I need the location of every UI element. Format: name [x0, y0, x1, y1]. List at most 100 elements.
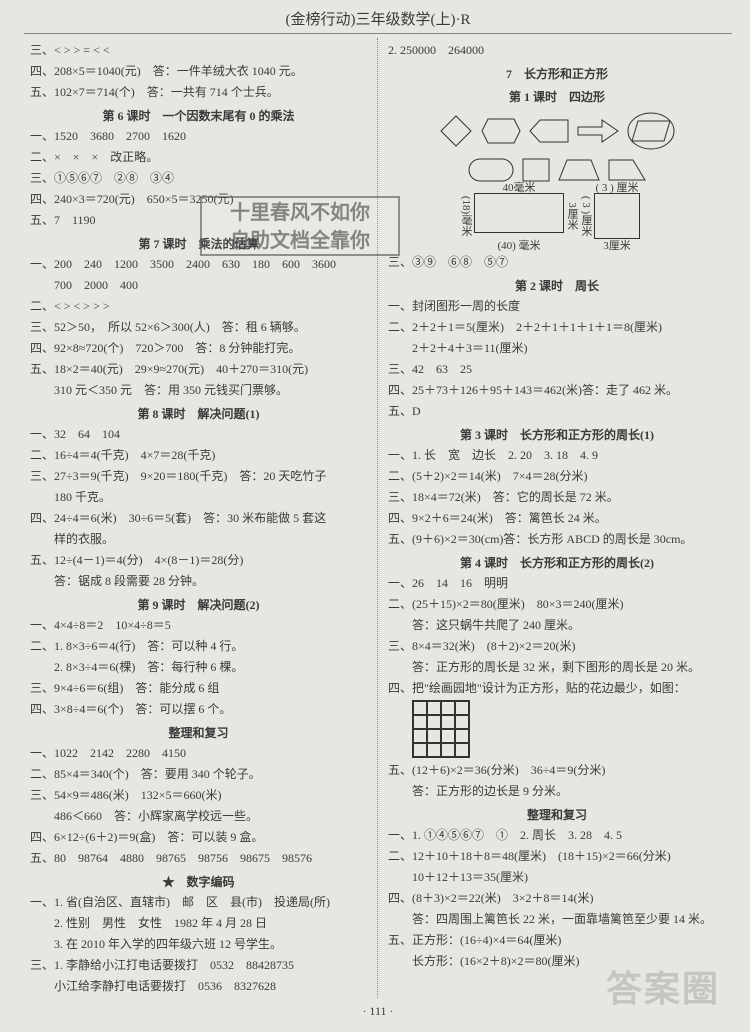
text: 一、1. ①④⑤⑥⑦ ① 2. 周长 3. 28 4. 5	[388, 826, 726, 844]
text: 三、①⑤⑥⑦ ②⑧ ③④	[30, 169, 367, 187]
parallelogram-circle-icon	[626, 111, 676, 151]
text: 五、(12＋6)×2＝36(分米) 36÷4＝9(分米)	[388, 761, 726, 779]
label: ( 3 ) 厘米	[595, 179, 638, 195]
text: 三、③⑨ ⑥⑧ ⑤⑦	[388, 253, 726, 271]
text: 二、× × × 改正略。	[30, 148, 367, 166]
section-title: 第 1 课时 四边形	[388, 88, 726, 105]
section-title: 7 长方形和正方形	[388, 65, 726, 82]
stamp-line-1: 十里春风不如你	[202, 199, 398, 227]
stamp-line-2: 自助文档全靠你	[202, 227, 398, 255]
section-title: 第 3 课时 长方形和正方形的周长(1)	[388, 426, 726, 443]
text: 486＜660 答：小辉家离学校远一些。	[30, 807, 367, 825]
text: 三、54×9＝486(米) 132×5＝660(米)	[30, 786, 367, 804]
text: 五、80 98764 4880 98765 98756 98675 98576	[30, 849, 367, 867]
text: 四、25＋73＋126＋95＋143＝462(米)答：走了 462 米。	[388, 381, 726, 399]
label: (40) 毫米	[497, 237, 540, 253]
page-header: (金榜行动)三年级数学(上)·R	[24, 8, 732, 34]
rect-1: 40毫米 (40) 毫米 (18)毫米 3厘米	[474, 193, 564, 239]
text: 五、18×2＝40(元) 29×9≈270(元) 40＋270＝310(元)	[30, 360, 367, 378]
text: 答：正方形的周长是 32 米，剩下图形的周长是 20 米。	[388, 658, 726, 676]
text: 一、封闭图形一周的长度	[388, 297, 726, 315]
label: 40毫米	[503, 179, 536, 195]
text: 三、42 63 25	[388, 360, 726, 378]
hexagon-icon	[480, 116, 522, 146]
text: 三、1. 李静给小江打电话要拨打 0532 88428735	[30, 956, 367, 974]
text: 一、1. 长 宽 边长 2. 20 3. 18 4. 9	[388, 446, 726, 464]
text: 五、D	[388, 402, 726, 420]
text: 答：四周围上篱笆长 22 米，一面靠墙篱笆至少要 14 米。	[388, 910, 726, 928]
stamp-overlay: 十里春风不如你 自助文档全靠你	[200, 196, 400, 256]
text: 二、85×4＝340(个) 答：要用 340 个轮子。	[30, 765, 367, 783]
text: 样的衣服。	[30, 530, 367, 548]
text: 五、102×7＝714(个) 答：一共有 714 个士兵。	[30, 83, 367, 101]
text: 五、12÷(4－1)＝4(分) 4×(8－1)＝28(分)	[30, 551, 367, 569]
shapes-row-1	[388, 111, 726, 151]
rect-2: ( 3 ) 厘米 3厘米 ( 3 )厘米	[594, 193, 640, 239]
pentagon-arrow-icon	[528, 117, 570, 145]
label: ( 3 )厘米	[578, 196, 594, 236]
diamond-icon	[438, 113, 474, 149]
text: 一、26 14 16 明明	[388, 574, 726, 592]
text: 2＋2＋4＋3＝11(厘米)	[388, 339, 726, 357]
label: (18)毫米	[458, 196, 474, 236]
arrow-right-icon	[576, 117, 620, 145]
text: 三、18×4＝72(米) 答：它的周长是 72 米。	[388, 488, 726, 506]
text: 一、1022 2142 2280 4150	[30, 744, 367, 762]
text: 四、208×5＝1040(元) 答：一件羊绒大衣 1040 元。	[30, 62, 367, 80]
text: 二、2＋2＋1＝5(厘米) 2＋2＋1＋1＋1＋1＝8(厘米)	[388, 318, 726, 336]
section-title: 整理和复习	[388, 806, 726, 823]
text: 小江给李静打电话要拨打 0536 8327628	[30, 977, 367, 995]
text: 一、32 64 104	[30, 425, 367, 443]
text: 四、92×8≈720(个) 720＞700 答：8 分钟能打完。	[30, 339, 367, 357]
text: 二、12＋10＋18＋8＝48(厘米) (18＋15)×2＝66(分米)	[388, 847, 726, 865]
text: 答：正方形的边长是 9 分米。	[388, 782, 726, 800]
section-title: 第 2 课时 周长	[388, 277, 726, 294]
text: 2. 8×3÷4＝6(棵) 答：每行种 6 棵。	[30, 658, 367, 676]
trapezoid-icon	[557, 157, 601, 183]
text: 三、27÷3＝9(千克) 9×20＝180(千克) 答：20 天吃竹子	[30, 467, 367, 485]
text: 答：这只蜗牛共爬了 240 厘米。	[388, 616, 726, 634]
text: 二、(5＋2)×2＝14(米) 7×4＝28(分米)	[388, 467, 726, 485]
text: 四、6×12÷(6＋2)＝9(盒) 答：可以装 9 盒。	[30, 828, 367, 846]
section-title: 整理和复习	[30, 724, 367, 741]
text: 一、4×4÷8＝2 10×4÷8＝5	[30, 616, 367, 634]
text: 五、正方形：(16÷4)×4＝64(厘米)	[388, 931, 726, 949]
section-title: 第 8 课时 解决问题(1)	[30, 405, 367, 422]
labeled-rectangles: 40毫米 (40) 毫米 (18)毫米 3厘米 ( 3 ) 厘米 3厘米 ( 3…	[388, 193, 726, 239]
text: 四、(8＋3)×2＝22(米) 3×2＋8＝14(米)	[388, 889, 726, 907]
text: 3. 在 2010 年入学的四年级六班 12 号学生。	[30, 935, 367, 953]
text: 310 元＜350 元 答：用 350 元钱买门票够。	[30, 381, 367, 399]
text: 二、(25＋15)×2＝80(厘米) 80×3＝240(厘米)	[388, 595, 726, 613]
text: 三、8×4＝32(米) (8＋2)×2＝20(米)	[388, 637, 726, 655]
section-title: 第 4 课时 长方形和正方形的周长(2)	[388, 554, 726, 571]
left-column: 三、< > > = < < 四、208×5＝1040(元) 答：一件羊绒大衣 1…	[24, 38, 378, 998]
shapes-row-2	[388, 157, 726, 183]
text: 2. 250000 264000	[388, 41, 726, 59]
text: 答：锯成 8 段需要 28 分钟。	[30, 572, 367, 590]
text: 四、把"绘画园地"设计为正方形，贴的花边最少，如图：	[388, 679, 726, 697]
text: 五、(9＋6)×2＝30(cm)答：长方形 ABCD 的周长是 30cm。	[388, 530, 726, 548]
text: 一、1520 3680 2700 1620	[30, 127, 367, 145]
section-title: 第 6 课时 一个因数末尾有 0 的乘法	[30, 107, 367, 124]
text: 2. 性别 男性 女性 1982 年 4 月 28 日	[30, 914, 367, 932]
text: 四、3×8÷4＝6(个) 答：可以摆 6 个。	[30, 700, 367, 718]
section-title: ★ 数字编码	[30, 873, 367, 890]
text: 三、< > > = < <	[30, 41, 367, 59]
text: 180 千克。	[30, 488, 367, 506]
text: 二、16÷4＝4(千克) 4×7＝28(千克)	[30, 446, 367, 464]
label: 3厘米	[603, 237, 631, 253]
text: 四、9×2＋6＝24(米) 答：篱笆长 24 米。	[388, 509, 726, 527]
text: 二、< > < > > >	[30, 297, 367, 315]
watermark: 答案圈	[606, 960, 720, 1012]
section-title: 第 9 课时 解决问题(2)	[30, 596, 367, 613]
text: 一、200 240 1200 3500 2400 630 180 600 360…	[30, 255, 367, 273]
text: 三、52＞50， 所以 52×6＞300(人) 答：租 6 辆够。	[30, 318, 367, 336]
text: 三、9×4÷6＝6(组) 答：能分成 6 组	[30, 679, 367, 697]
text: 二、1. 8×3÷6＝4(行) 答：可以种 4 行。	[30, 637, 367, 655]
text: 700 2000 400	[30, 276, 367, 294]
text: 一、1. 省(自治区、直辖市) 邮 区 县(市) 投递局(所)	[30, 893, 367, 911]
text: 10＋12＋13＝35(厘米)	[388, 868, 726, 886]
grid-figure	[388, 700, 726, 758]
right-column: 2. 250000 264000 7 长方形和正方形 第 1 课时 四边形 40	[378, 38, 732, 998]
text: 四、24÷4＝6(米) 30÷6＝5(套) 答：30 米布能做 5 套这	[30, 509, 367, 527]
